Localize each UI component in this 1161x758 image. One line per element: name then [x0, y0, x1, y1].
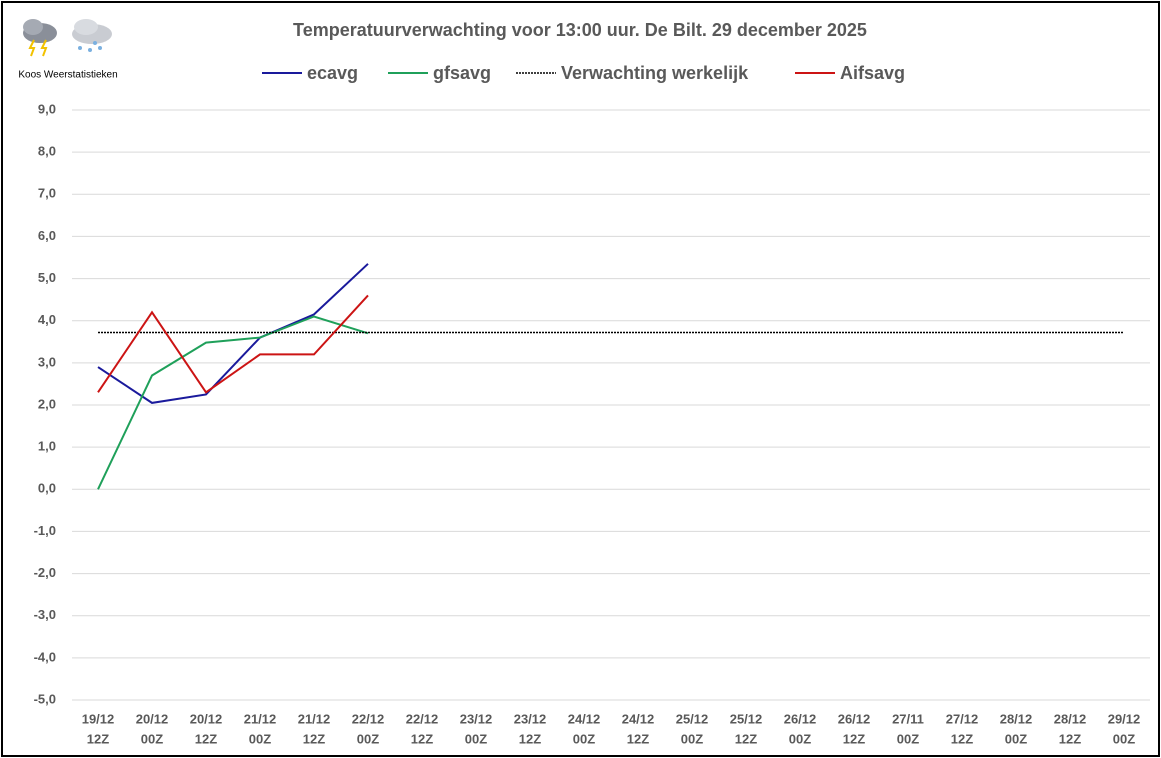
y-tick-label: 4,0 — [38, 312, 56, 327]
y-tick-label: 6,0 — [38, 228, 56, 243]
x-tick-label: 20/12 — [190, 711, 223, 726]
x-tick-label: 24/12 — [568, 711, 601, 726]
series-line — [97, 315, 369, 490]
legend-label: Verwachting werkelijk — [561, 63, 749, 83]
legend-label: gfsavg — [433, 63, 491, 83]
x-tick-label: 00Z — [897, 731, 919, 746]
legend-label: ecavg — [307, 63, 358, 83]
x-tick-label: 20/12 — [136, 711, 169, 726]
x-tick-label: 19/12 — [82, 711, 115, 726]
x-tick-label: 23/12 — [460, 711, 493, 726]
x-tick-label: 00Z — [465, 731, 487, 746]
series-line — [97, 263, 369, 404]
series-line — [97, 294, 369, 394]
y-tick-label: -4,0 — [34, 649, 56, 664]
x-tick-label: 12Z — [195, 731, 217, 746]
x-tick-label: 21/12 — [244, 711, 277, 726]
x-tick-label: 12Z — [303, 731, 325, 746]
y-tick-label: 0,0 — [38, 481, 56, 496]
y-tick-label: 3,0 — [38, 354, 56, 369]
y-tick-label: -2,0 — [34, 565, 56, 580]
x-tick-label: 00Z — [681, 731, 703, 746]
x-tick-label: 21/12 — [298, 711, 331, 726]
x-tick-label: 12Z — [411, 731, 433, 746]
x-tick-label: 12Z — [87, 731, 109, 746]
chart-title: Temperatuurverwachting voor 13:00 uur. D… — [293, 20, 867, 40]
x-tick-label: 25/12 — [676, 711, 709, 726]
y-tick-label: -5,0 — [34, 691, 56, 706]
x-tick-label: 12Z — [1059, 731, 1081, 746]
y-tick-label: 1,0 — [38, 439, 56, 454]
x-tick-label: 23/12 — [514, 711, 547, 726]
y-tick-label: -3,0 — [34, 607, 56, 622]
x-tick-label: 00Z — [141, 731, 163, 746]
x-tick-label: 26/12 — [784, 711, 817, 726]
x-tick-label: 12Z — [627, 731, 649, 746]
x-tick-label: 00Z — [789, 731, 811, 746]
x-tick-label: 24/12 — [622, 711, 655, 726]
x-tick-label: 00Z — [1113, 731, 1135, 746]
brand: Koos Weerstatistieken — [18, 70, 117, 81]
y-tick-label: 8,0 — [38, 144, 56, 159]
x-tick-label: 27/12 — [946, 711, 979, 726]
x-tick-label: 28/12 — [1054, 711, 1087, 726]
x-tick-label: 22/12 — [406, 711, 439, 726]
legend-label: Aifsavg — [840, 63, 905, 83]
x-tick-label: 26/12 — [838, 711, 871, 726]
x-tick-label: 29/12 — [1108, 711, 1141, 726]
x-tick-label: 27/11 — [892, 711, 924, 726]
x-tick-label: 12Z — [951, 731, 973, 746]
y-tick-label: 7,0 — [38, 186, 56, 201]
x-tick-label: 12Z — [735, 731, 757, 746]
x-tick-label: 22/12 — [352, 711, 385, 726]
logo-icons — [23, 19, 112, 57]
x-tick-label: 00Z — [573, 731, 595, 746]
x-tick-label: 28/12 — [1000, 711, 1033, 726]
x-tick-label: 00Z — [249, 731, 271, 746]
y-tick-label: 5,0 — [38, 270, 56, 285]
y-tick-label: 9,0 — [38, 101, 56, 116]
x-tick-label: 12Z — [519, 731, 541, 746]
y-tick-label: 2,0 — [38, 396, 56, 411]
x-tick-label: 00Z — [357, 731, 379, 746]
x-tick-label: 25/12 — [730, 711, 763, 726]
x-tick-label: 00Z — [1005, 731, 1027, 746]
x-tick-label: 12Z — [843, 731, 865, 746]
y-tick-label: -1,0 — [34, 523, 56, 538]
